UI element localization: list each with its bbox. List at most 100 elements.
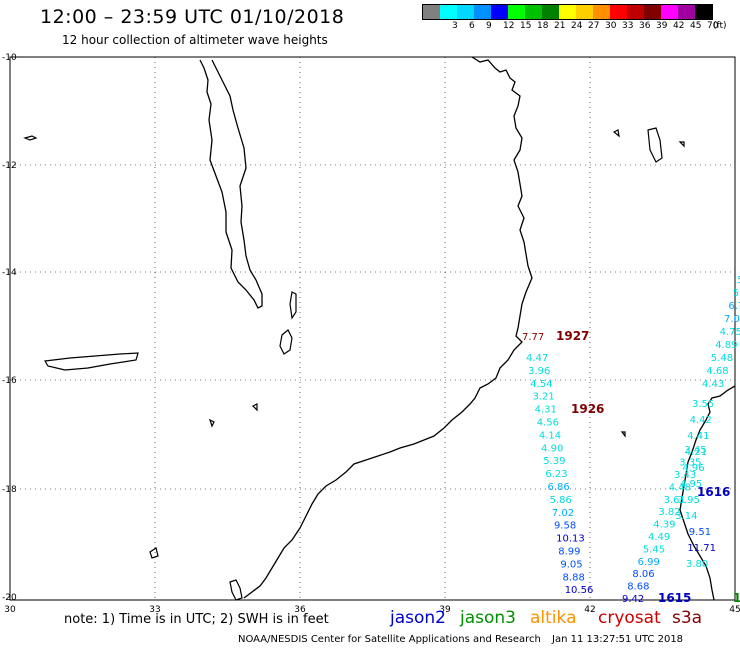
legend-label: 45: [690, 21, 702, 31]
legend-unit: (ft): [713, 21, 727, 31]
legend-label: 9: [486, 21, 492, 31]
track-number-label: 1: [733, 591, 740, 605]
track-number-label: 1927: [556, 329, 589, 343]
swh-value: 4.31: [535, 405, 557, 416]
swh-value: 5.48: [711, 353, 733, 364]
lake-ngami-outline: [149, 547, 159, 559]
comoros-island: [647, 127, 663, 163]
legend-label: 12: [503, 21, 515, 31]
swh-value: 4.14: [539, 430, 561, 441]
track-number-label: 1926: [571, 402, 604, 416]
swh-value: 9.42: [622, 594, 644, 605]
swh-value: 5.86: [550, 495, 572, 506]
legend-label: 6: [469, 21, 475, 31]
swh-value: 5.39: [543, 456, 565, 467]
swh-value: 4.49: [648, 532, 670, 543]
swh-value: 3.80: [686, 559, 708, 570]
swh-value: 3.45: [684, 445, 706, 456]
swh-value: 6.7: [728, 301, 740, 312]
lat-tick-label: -16: [2, 376, 17, 386]
swh-value: 3.55: [692, 399, 714, 410]
swh-value: 3.21: [532, 392, 554, 403]
swh-value: 3.43: [674, 470, 696, 481]
small-lake-outline: [289, 291, 297, 320]
legend-labels: 3 6 9 12 15 18 21 24 27 30 33 36 39 42 45 70 (ft): [422, 21, 740, 35]
swh-value: 8.99: [558, 547, 580, 558]
legend-swatch: [457, 5, 474, 19]
legend-swatch: [491, 5, 508, 19]
legend-swatch: [440, 5, 457, 19]
swh-value: 8.68: [627, 582, 649, 593]
legend-swatch: [559, 5, 576, 19]
swh-value: 4.39: [653, 520, 675, 531]
legend-swatch: [678, 5, 695, 19]
lake-cahora-outline: [208, 418, 215, 428]
legend-swatch: [593, 5, 610, 19]
map-title: 12:00 – 23:59 UTC 01/10/2018: [40, 6, 345, 28]
lat-tick-label: -14: [2, 268, 17, 278]
color-legend: 3 6 9 12 15 18 21 24 27 30 33 36 39 42 45 70 (ft): [422, 4, 727, 31]
legend-swatch: [474, 5, 491, 19]
satellite-label-jason3: jason3: [460, 608, 516, 628]
swh-value: 9.58: [554, 521, 576, 532]
legend-label: 33: [622, 21, 634, 31]
swh-value: 4.41: [687, 431, 709, 442]
comoros-islet-1: [612, 129, 620, 138]
lat-tick-label: -10: [2, 53, 17, 63]
legend-label: 27: [588, 21, 600, 31]
swh-value: 4.96: [682, 463, 704, 474]
track-number-label: 1616: [697, 485, 730, 499]
legend-label: 15: [520, 21, 532, 31]
lat-tick-label: -18: [2, 485, 17, 495]
madagascar-coastline: [679, 385, 736, 601]
small-lake-west-outline: [23, 135, 38, 141]
satellite-label-cryosat: cryosat: [598, 608, 661, 628]
swh-value: 11.71: [687, 543, 716, 554]
swh-value: 7.77: [522, 332, 544, 343]
legend-swatch: [423, 5, 440, 19]
legend-swatch: [610, 5, 627, 19]
swh-value: 3.35: [679, 458, 701, 469]
swh-value: 8.06: [632, 569, 654, 580]
legend-swatch: [508, 5, 525, 19]
footer-note: note: 1) Time is in UTC; 2) SWH is in fe…: [64, 612, 329, 627]
lake-chiuta-outline: [251, 403, 258, 412]
legend-color-bar: [422, 4, 713, 20]
legend-swatch: [695, 5, 712, 19]
satellite-label-s3a: s3a: [672, 608, 703, 628]
swh-value: 7.02: [552, 508, 574, 519]
swh-value: 3.14: [675, 511, 697, 522]
swh-value: 9.05: [560, 559, 582, 570]
legend-label: 18: [537, 21, 549, 31]
swh-value: 4.89: [715, 340, 737, 351]
lake-malawi-outline: [199, 59, 263, 309]
lon-tick-label: 45: [729, 605, 740, 615]
legend-swatch: [627, 5, 644, 19]
swh-value: 4.68: [706, 366, 728, 377]
swh-value: 3.61: [664, 495, 686, 506]
mozambique-coastline: [243, 56, 533, 599]
track-number-label: 1615: [658, 591, 691, 605]
lake-mweru-outline: [44, 352, 139, 371]
swh-value: 6.23: [545, 469, 567, 480]
lat-tick-label: -12: [2, 161, 17, 171]
swh-value: 4.48: [669, 482, 691, 493]
swh-value: 6.86: [548, 482, 570, 493]
swh-value: 9.51: [689, 527, 711, 538]
swh-value: 10.13: [556, 534, 585, 545]
swh-value: 8.88: [563, 572, 585, 583]
swh-value: 3.96: [528, 366, 550, 377]
swh-value: 10.56: [565, 585, 594, 596]
legend-label: 24: [571, 21, 583, 31]
swh-value: 4.42: [690, 415, 712, 426]
lake-south-outline: [229, 579, 243, 601]
legend-label: 21: [554, 21, 566, 31]
swh-value: 5.45: [643, 544, 665, 555]
axis-tick-labels: 30 33 36 39 42 45-10-12-14-16-18-20: [2, 53, 740, 615]
swh-value: 4.90: [541, 443, 563, 454]
lake-chilwa-outline: [279, 329, 293, 355]
swh-value: 4.56: [537, 418, 559, 429]
timestamp-text: Jan 11 13:27:51 UTC 2018: [552, 634, 684, 645]
legend-label: 70: [707, 21, 719, 31]
